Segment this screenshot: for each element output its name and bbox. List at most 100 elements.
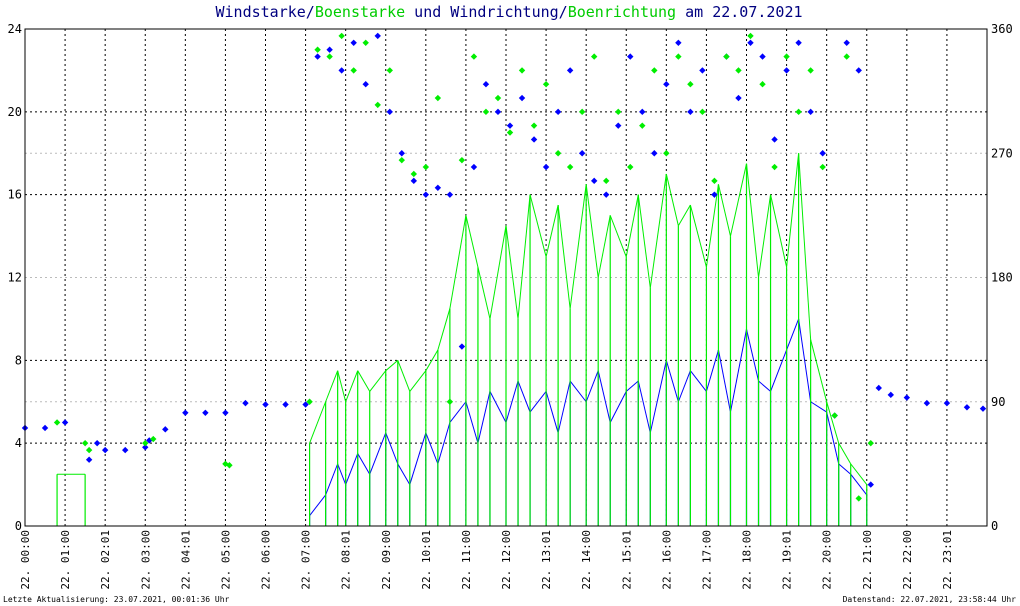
series-point xyxy=(350,39,357,47)
series-segment xyxy=(585,370,599,402)
series-segment xyxy=(337,463,347,485)
series-point xyxy=(807,67,814,74)
series-point xyxy=(867,481,874,488)
series-point xyxy=(639,108,646,116)
series-segment xyxy=(309,401,327,444)
series-point xyxy=(410,177,418,185)
y-left-tick-label: 8 xyxy=(15,353,22,367)
x-tick-label: 22. 00:00 xyxy=(19,530,32,590)
series-segment xyxy=(689,370,707,392)
chart-title: Windstarke/Boenstarke und Windrichtung/B… xyxy=(215,3,802,21)
series-point xyxy=(663,81,670,88)
series-point xyxy=(350,67,357,74)
series-point xyxy=(326,46,333,53)
series-point xyxy=(747,39,754,47)
series-segment xyxy=(798,318,812,402)
series-segment xyxy=(489,225,507,320)
series-point xyxy=(162,426,169,433)
series-segment xyxy=(489,391,507,423)
series-segment xyxy=(689,204,707,268)
x-axis: 22. 00:00 22. 01:00 22. 02:01 22. 03:00 22. … xyxy=(19,530,954,590)
series-point xyxy=(494,94,502,102)
series-boenstarke xyxy=(56,153,868,526)
x-tick-label: 22. 17:00 xyxy=(700,530,713,590)
series-point xyxy=(222,409,229,416)
x-tick-label: 22. 13:01 xyxy=(540,530,553,590)
y-right-tick-label: 180 xyxy=(991,271,1013,285)
series-windstarke xyxy=(308,318,868,526)
series-point xyxy=(306,398,313,405)
series-point xyxy=(302,401,309,408)
series-point xyxy=(542,163,550,171)
series-point xyxy=(518,94,526,102)
series-segment xyxy=(505,380,519,423)
series-segment xyxy=(798,153,812,340)
x-tick-label: 22. 21:00 xyxy=(861,530,874,590)
x-tick-label: 22. 15:01 xyxy=(620,530,633,590)
series-point xyxy=(362,81,369,88)
title-boenstarke: Boenstarke xyxy=(315,3,405,21)
series-segment xyxy=(826,411,840,464)
series-point xyxy=(795,39,802,47)
series-point xyxy=(843,39,850,47)
series-point xyxy=(875,384,882,392)
x-tick-label: 22. 22:00 xyxy=(901,530,914,590)
series-segment xyxy=(597,370,611,423)
series-point xyxy=(747,32,754,40)
series-point xyxy=(338,32,345,40)
title-windrichtung: Windrichtung xyxy=(450,3,558,21)
series-point xyxy=(61,419,69,426)
series-segment xyxy=(529,194,547,257)
series-point xyxy=(142,444,149,451)
series-segment xyxy=(325,463,339,496)
series-segment xyxy=(385,359,399,372)
series-point xyxy=(819,163,826,171)
x-tick-label: 22. 09:00 xyxy=(380,530,393,590)
series-point xyxy=(675,53,682,60)
series-point xyxy=(783,53,790,60)
series-point xyxy=(651,150,658,157)
series-segment xyxy=(758,194,772,278)
series-point xyxy=(506,129,514,136)
x-tick-label: 22. 02:01 xyxy=(99,530,112,590)
plot-frame xyxy=(24,28,988,527)
series-point xyxy=(470,163,478,171)
series-point xyxy=(542,81,550,88)
series-point xyxy=(142,439,149,447)
series-segment xyxy=(625,380,639,392)
series-point xyxy=(446,191,454,198)
series-layer xyxy=(21,32,987,526)
series-segment xyxy=(345,370,359,402)
series-segment xyxy=(677,204,691,226)
series-segment xyxy=(545,391,559,433)
series-point xyxy=(723,53,730,60)
series-segment xyxy=(369,370,387,392)
series-point xyxy=(699,108,706,116)
x-tick-label: 22. 11:00 xyxy=(460,530,473,590)
series-segment xyxy=(477,267,491,320)
series-segment xyxy=(517,380,531,413)
series-segment xyxy=(437,422,451,465)
series-point xyxy=(675,39,682,47)
series-segment xyxy=(850,473,868,496)
footer-left: Letzte Aktualisierung: 23.07.2021, 00:01… xyxy=(3,595,230,604)
title-windstarke: Windstarke xyxy=(215,3,305,21)
series-point xyxy=(93,439,101,447)
series-segment xyxy=(746,163,760,278)
series-point xyxy=(41,424,49,432)
series-point xyxy=(867,439,874,447)
y-left-tick-label: 0 xyxy=(15,519,22,533)
title-date: am 22.07.2021 xyxy=(676,3,802,21)
series-point xyxy=(759,53,766,60)
series-point xyxy=(262,401,269,408)
series-boenrichtung xyxy=(53,32,874,502)
series-point xyxy=(903,394,911,401)
x-tick-label: 22. 03:00 xyxy=(139,530,152,590)
series-segment xyxy=(325,370,339,402)
series-point xyxy=(85,446,93,454)
series-point xyxy=(687,108,694,116)
y-left-tick-label: 16 xyxy=(8,188,22,202)
series-point xyxy=(943,399,951,407)
series-segment xyxy=(409,370,427,392)
series-segment xyxy=(649,360,667,433)
